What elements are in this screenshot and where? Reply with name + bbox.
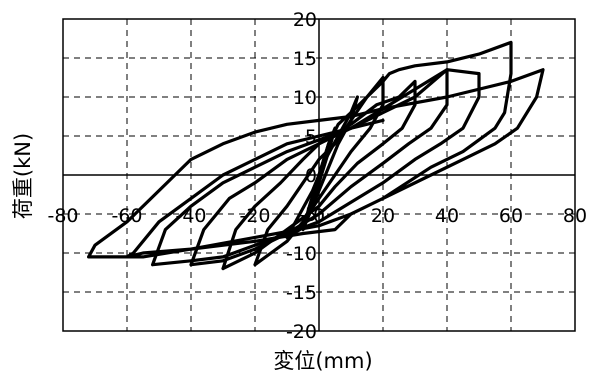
x-tick-label: 40 bbox=[435, 205, 459, 227]
x-tick-label: 20 bbox=[371, 205, 395, 227]
hysteresis-loop-7 bbox=[301, 126, 337, 232]
y-tick-label: 0 bbox=[305, 165, 317, 187]
x-axis-label: 変位(mm) bbox=[273, 349, 372, 373]
y-tick-label: 15 bbox=[293, 48, 317, 70]
x-tick-label: 80 bbox=[563, 205, 587, 227]
y-tick-label: 20 bbox=[293, 9, 317, 31]
hysteresis-loop-1 bbox=[87, 40, 545, 259]
x-tick-label: -40 bbox=[175, 205, 206, 227]
y-tick-label: -15 bbox=[286, 282, 317, 304]
y-tick-label: -20 bbox=[286, 321, 317, 343]
x-tick-label: 60 bbox=[499, 205, 523, 227]
x-tick-label: 0 bbox=[313, 205, 325, 227]
y-axis-label: 荷重(kN) bbox=[11, 133, 35, 219]
hysteresis-loop-4 bbox=[221, 79, 417, 271]
x-tick-label: -60 bbox=[111, 205, 142, 227]
y-tick-label: 10 bbox=[293, 87, 317, 109]
hysteresis-loop-5 bbox=[253, 75, 385, 267]
series-group bbox=[87, 40, 545, 271]
y-tick-label: 5 bbox=[305, 126, 317, 148]
x-tick-label: -80 bbox=[47, 205, 78, 227]
x-tick-label: -20 bbox=[239, 205, 270, 227]
y-tick-label: -10 bbox=[286, 243, 317, 265]
y-tick-label: -5 bbox=[298, 204, 317, 226]
